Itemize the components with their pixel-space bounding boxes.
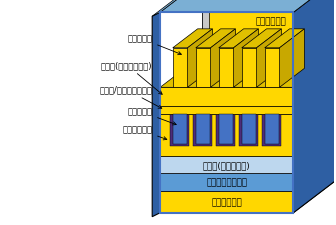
Polygon shape: [219, 49, 234, 88]
Polygon shape: [293, 75, 335, 115]
Polygon shape: [242, 115, 256, 144]
Polygon shape: [335, 0, 336, 185]
Polygon shape: [219, 115, 233, 144]
Polygon shape: [293, 56, 335, 107]
Polygon shape: [173, 30, 212, 49]
Polygon shape: [265, 49, 280, 88]
Polygon shape: [160, 75, 335, 107]
Polygon shape: [256, 30, 282, 88]
Polygon shape: [280, 30, 304, 88]
Polygon shape: [160, 83, 335, 115]
Polygon shape: [293, 0, 335, 213]
Polygon shape: [173, 115, 186, 144]
Polygon shape: [160, 125, 335, 157]
Polygon shape: [209, 0, 333, 52]
Polygon shape: [160, 191, 293, 213]
Polygon shape: [265, 115, 279, 144]
Polygon shape: [265, 30, 304, 49]
Text: ゲート絶縁膜: ゲート絶縁膜: [122, 125, 167, 140]
Polygon shape: [160, 88, 293, 107]
Polygon shape: [170, 115, 189, 146]
Text: エピ膜(耒圧維持層): エピ膜(耒圧維持層): [203, 161, 251, 170]
Polygon shape: [239, 115, 258, 146]
Polygon shape: [234, 30, 258, 88]
Polygon shape: [242, 30, 282, 49]
Polygon shape: [173, 49, 187, 88]
Polygon shape: [193, 115, 212, 146]
Polygon shape: [202, 0, 335, 56]
Polygon shape: [293, 142, 335, 191]
Polygon shape: [202, 0, 335, 181]
Text: ソース電極: ソース電極: [127, 34, 181, 55]
Polygon shape: [196, 30, 236, 49]
Text: 酸化ガリウム基板: 酸化ガリウム基板: [206, 178, 247, 187]
Polygon shape: [160, 0, 335, 13]
Polygon shape: [160, 107, 293, 115]
Polygon shape: [160, 160, 335, 191]
Polygon shape: [160, 142, 335, 173]
Polygon shape: [293, 83, 335, 157]
Polygon shape: [219, 30, 258, 49]
Polygon shape: [262, 115, 281, 146]
Polygon shape: [160, 115, 293, 157]
Text: ゲート電極: ゲート電極: [127, 107, 176, 125]
Polygon shape: [216, 115, 235, 146]
Polygon shape: [160, 173, 293, 191]
Polygon shape: [293, 125, 335, 173]
Text: ソース/ゲート間絶縁膜: ソース/ゲート間絶縁膜: [99, 86, 162, 109]
Polygon shape: [196, 115, 210, 144]
Polygon shape: [160, 157, 293, 173]
Polygon shape: [187, 30, 212, 88]
Polygon shape: [152, 13, 160, 217]
Text: ゲートパッド: ゲートパッド: [256, 17, 287, 26]
Polygon shape: [152, 0, 202, 17]
Polygon shape: [196, 49, 211, 88]
Text: エピ膜(コンタクト層): エピ膜(コンタクト層): [101, 61, 162, 95]
Text: ドレイン電極: ドレイン電極: [211, 198, 242, 207]
Polygon shape: [242, 49, 256, 88]
Polygon shape: [211, 30, 236, 88]
Polygon shape: [293, 160, 335, 213]
Polygon shape: [160, 56, 335, 88]
